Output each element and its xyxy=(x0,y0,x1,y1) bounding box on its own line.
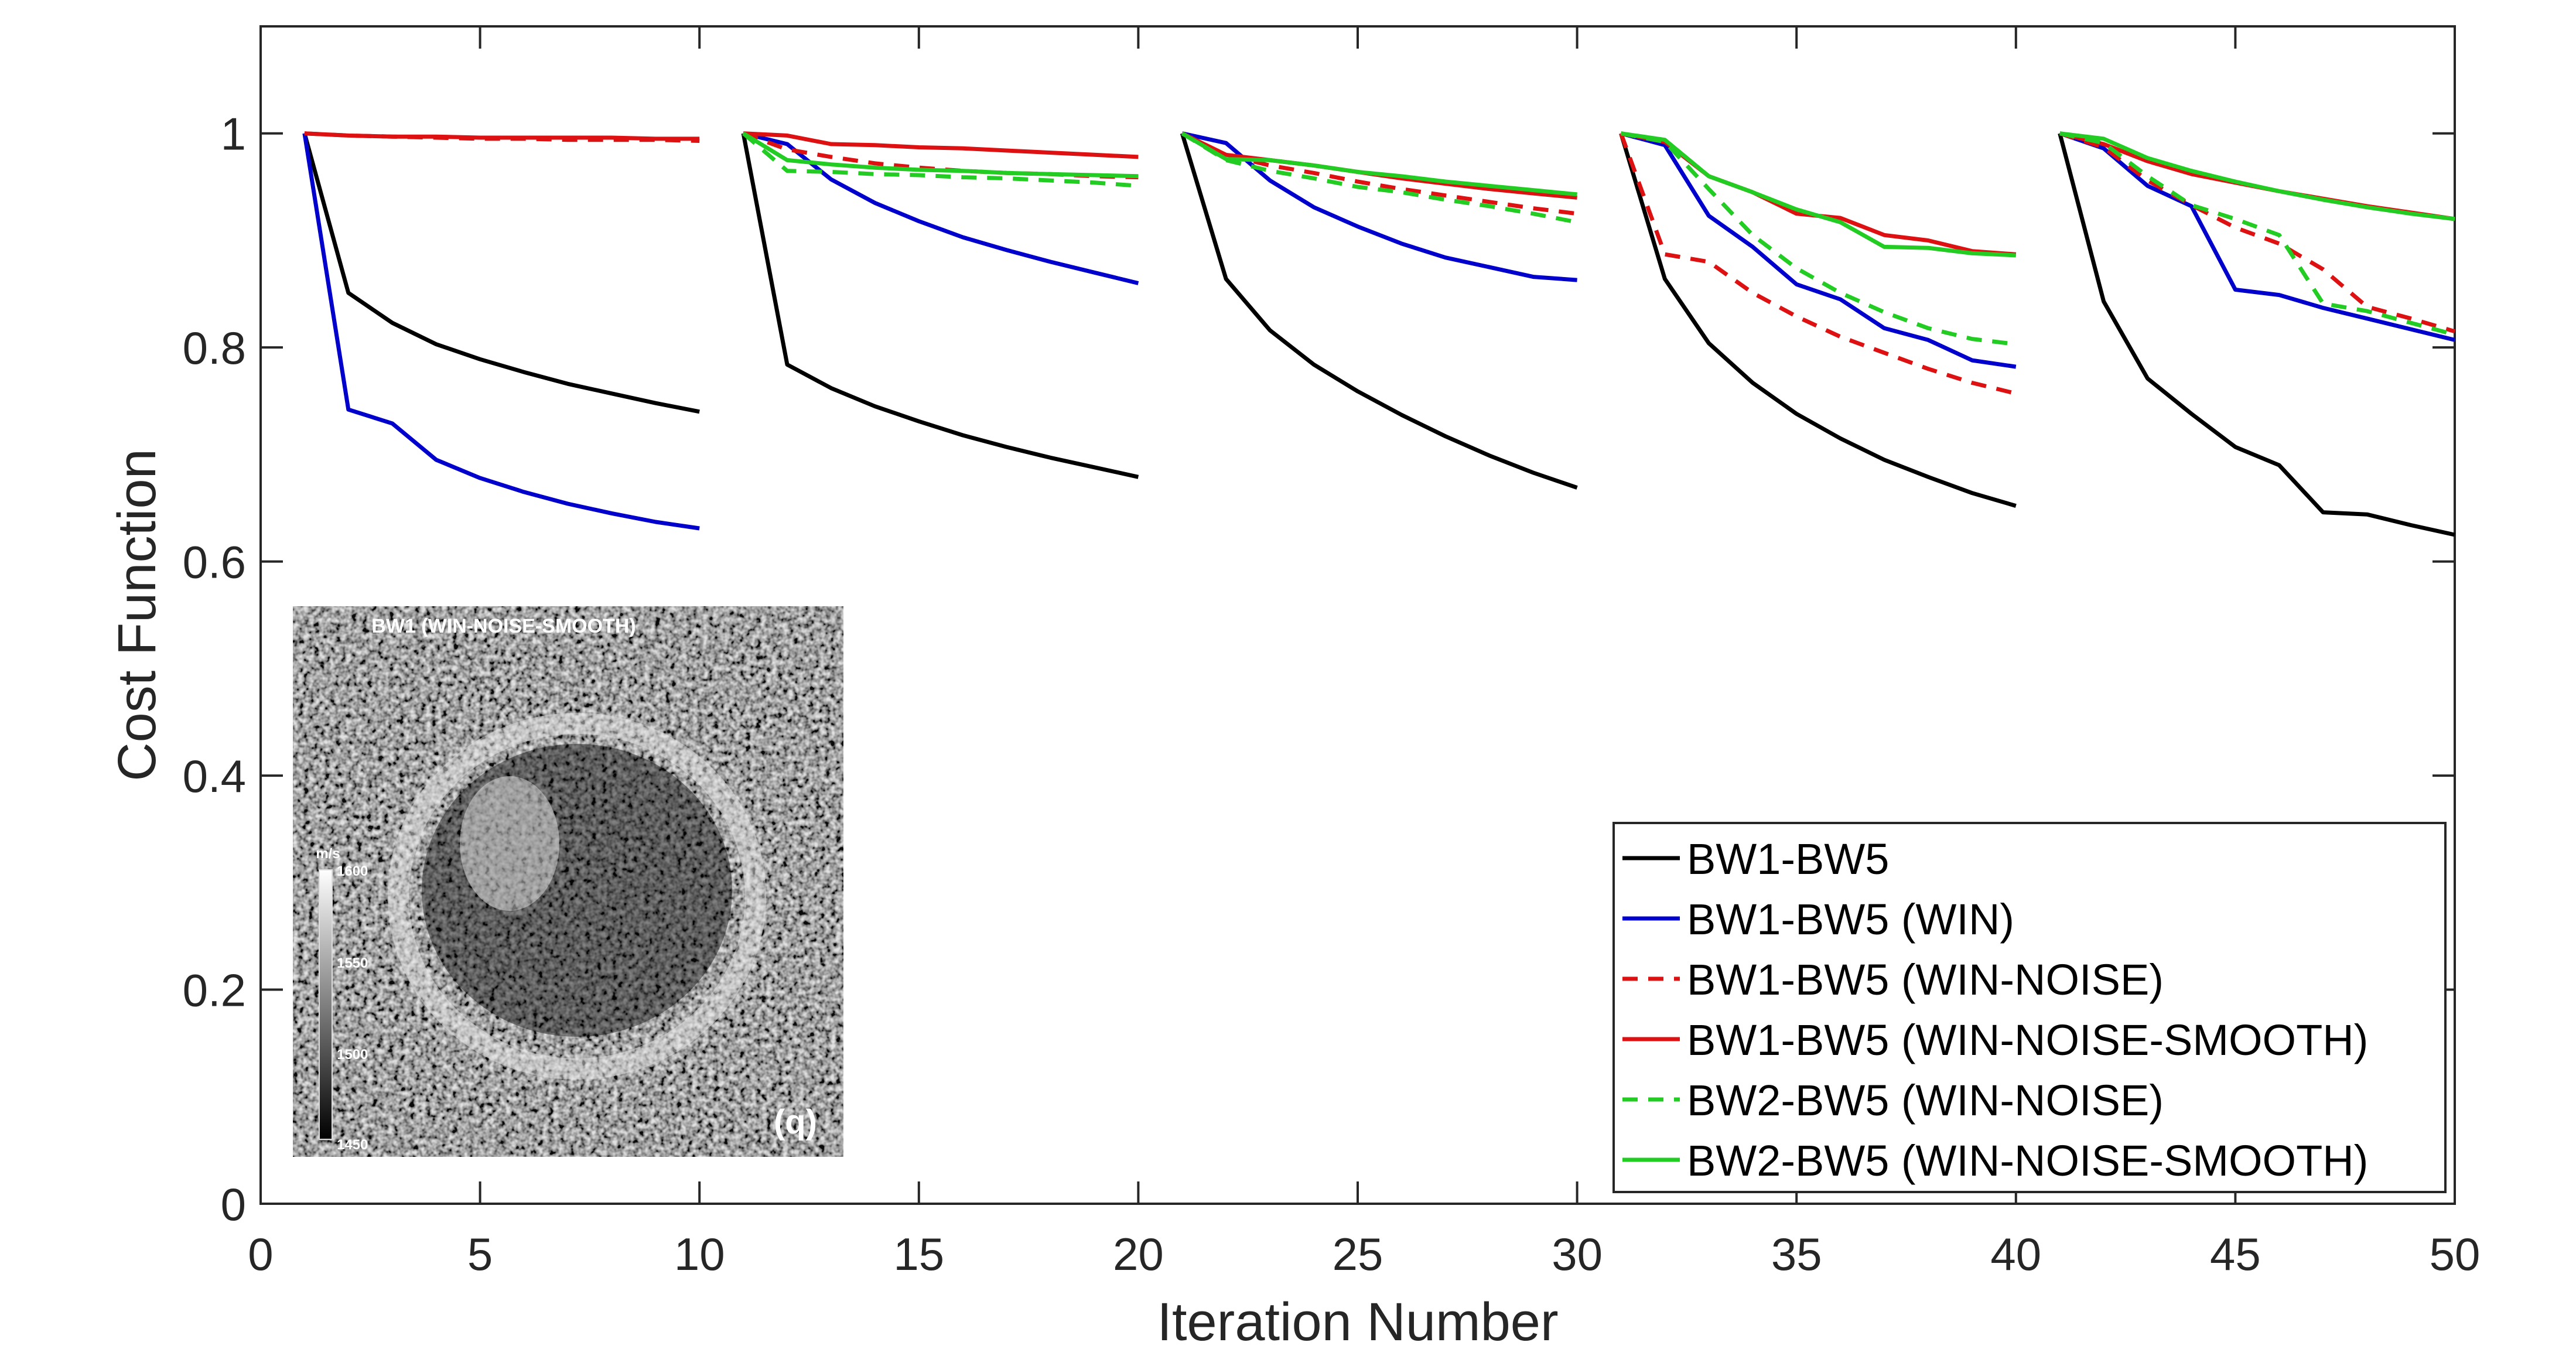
x-tick-labels: 0 5 10 15 20 25 30 35 40 45 50 xyxy=(248,1228,2480,1280)
x-tick-label: 50 xyxy=(2430,1228,2481,1280)
series-line-0-segment-4 xyxy=(2058,132,2455,537)
y-tick-label: 0.8 xyxy=(183,322,246,374)
series-line-1-segment-2 xyxy=(1181,131,1577,282)
series-layer xyxy=(302,131,2455,537)
legend-label-5: BW2-BW5 (WIN-NOISE-SMOOTH) xyxy=(1687,1136,2368,1185)
series-line-1-segment-3 xyxy=(1620,131,2017,369)
y-axis-title: Cost Function xyxy=(107,449,167,781)
series-5 xyxy=(742,131,2455,258)
x-tick-label: 5 xyxy=(467,1228,493,1280)
inset-title: BW1 (WIN-NOISE-SMOOTH) xyxy=(371,615,636,637)
series-4 xyxy=(742,131,2455,347)
inset-bright-patch xyxy=(460,776,559,911)
series-line-5-segment-3 xyxy=(2059,131,2455,221)
x-tick-label: 30 xyxy=(1552,1228,1603,1280)
series-line-4-segment-2 xyxy=(1620,131,2017,347)
legend-label-2: BW1-BW5 (WIN-NOISE) xyxy=(1687,955,2164,1004)
y-tick-label: 0.4 xyxy=(183,750,246,802)
series-line-4-segment-1 xyxy=(1181,131,1578,224)
colorbar-unit: m/s xyxy=(316,846,340,862)
series-line-0-segment-2 xyxy=(1180,132,1578,490)
legend-label-0: BW1-BW5 xyxy=(1687,835,1889,883)
colorbar-tick-1600: 1600 xyxy=(337,863,368,879)
series-line-0-segment-1 xyxy=(741,133,1139,479)
series-line-1-segment-4 xyxy=(2059,131,2455,342)
series-line-5-segment-1 xyxy=(1181,131,1577,197)
x-tick-label: 20 xyxy=(1113,1228,1164,1280)
series-line-5-segment-2 xyxy=(1620,131,2016,258)
colorbar xyxy=(319,869,333,1140)
y-tick-label: 0 xyxy=(221,1179,246,1230)
series-line-0-segment-3 xyxy=(1619,132,2017,508)
legend-box xyxy=(1612,822,2447,1193)
series-line-4-segment-0 xyxy=(742,132,1139,188)
x-tick-label: 35 xyxy=(1771,1228,1822,1280)
y-tick-label: 1 xyxy=(221,108,246,160)
series-line-4-segment-3 xyxy=(2059,131,2455,337)
series-line-1-segment-0 xyxy=(302,133,700,531)
colorbar-tick-1500: 1500 xyxy=(337,1047,368,1063)
y-tick-label: 0.2 xyxy=(183,965,246,1016)
legend-label-1: BW1-BW5 (WIN) xyxy=(1687,895,2014,944)
x-tick-label: 25 xyxy=(1333,1228,1383,1280)
series-line-5-segment-0 xyxy=(742,131,1139,179)
series-line-3-segment-1 xyxy=(743,131,1139,159)
colorbar-tick-1550: 1550 xyxy=(337,955,368,971)
series-0 xyxy=(302,132,2455,537)
x-tick-label: 40 xyxy=(1990,1228,2041,1280)
inset-panel-label: (q) xyxy=(774,1103,817,1141)
inset-dark-region xyxy=(422,744,732,1037)
x-tick-label: 15 xyxy=(893,1228,944,1280)
inset-image: BW1 (WIN-NOISE-SMOOTH) m/s 1600 1550 150… xyxy=(293,606,843,1157)
x-tick-label: 45 xyxy=(2210,1228,2261,1280)
legend-label-3: BW1-BW5 (WIN-NOISE-SMOOTH) xyxy=(1687,1016,2368,1064)
inset-ring xyxy=(388,713,766,1080)
x-tick-label: 10 xyxy=(674,1228,725,1280)
legend-label-4: BW2-BW5 (WIN-NOISE) xyxy=(1687,1076,2164,1125)
series-line-2-segment-3 xyxy=(1619,132,2017,396)
y-tick-labels: 0 0.2 0.4 0.6 0.8 1 xyxy=(183,108,246,1230)
colorbar-tick-1450: 1450 xyxy=(337,1137,368,1153)
series-line-3-segment-0 xyxy=(304,131,700,141)
series-line-2-segment-2 xyxy=(1181,131,1578,216)
legend: BW1-BW5 BW1-BW5 (WIN) BW1-BW5 (WIN-NOISE) B… xyxy=(1612,822,2447,1193)
x-tick-label: 0 xyxy=(248,1228,273,1280)
x-axis-title: Iteration Number xyxy=(1157,1292,1558,1349)
series-line-0-segment-0 xyxy=(302,132,700,414)
y-tick-label: 0.6 xyxy=(183,537,246,588)
